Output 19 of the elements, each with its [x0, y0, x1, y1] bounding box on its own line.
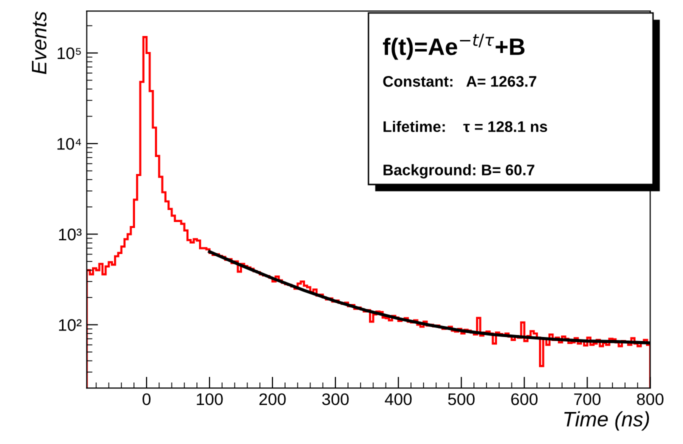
- y-tick-label: 10⁴: [57, 138, 82, 150]
- y-tick-label: 10²: [59, 319, 82, 331]
- x-tick-label: 400: [384, 393, 412, 406]
- y-tick-label: 10³: [59, 228, 82, 240]
- annotation: Background: B= 60.7: [384, 164, 534, 178]
- x-tick-label: 700: [574, 393, 601, 406]
- x-tick-label: 800: [637, 393, 664, 406]
- annotation: Lifetime: τ = 128.1 ns: [384, 120, 548, 132]
- x-tick-label: 100: [196, 393, 223, 406]
- x-tick-label: 600: [511, 393, 538, 406]
- y-axis-title: Events: [32, 12, 47, 74]
- x-tick-label: 0: [142, 393, 151, 406]
- y-tick-label: 10⁵: [58, 47, 81, 60]
- x-tick-label: 300: [322, 393, 349, 406]
- x-tick-label: 200: [259, 393, 286, 406]
- annotation: f(t)=Ae$^{−t/τ}$+B: [382, 34, 524, 60]
- x-axis-title: Time (ns): [564, 411, 649, 431]
- x-tick-label: 500: [448, 393, 475, 406]
- annotation: Constant: A= 1263.7: [383, 76, 536, 87]
